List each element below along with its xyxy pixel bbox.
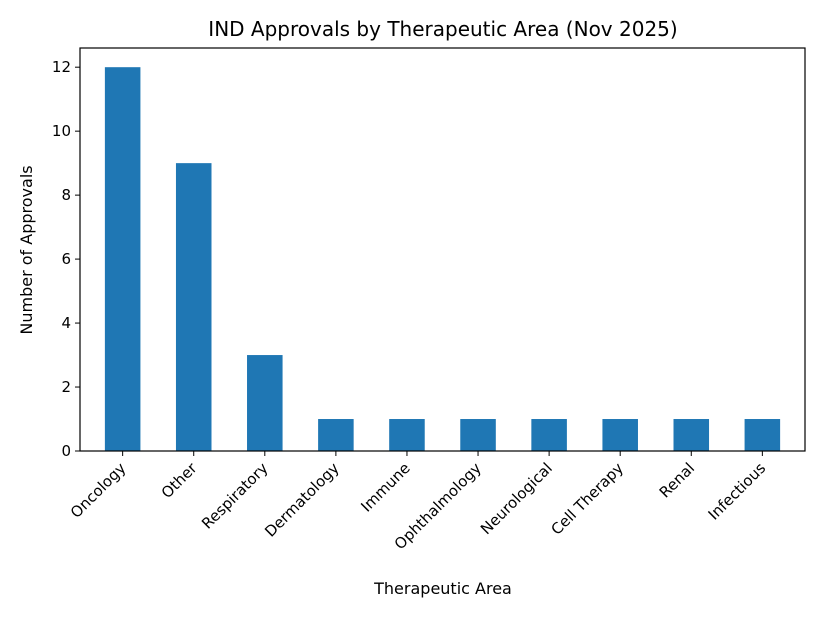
x-tick-label: Respiratory bbox=[198, 459, 272, 533]
bar-renal bbox=[673, 419, 710, 451]
bar-neurological bbox=[531, 419, 567, 451]
bar-dermatology bbox=[318, 419, 354, 451]
x-tick-label: Cell Therapy bbox=[547, 459, 627, 539]
y-tick-label: 12 bbox=[52, 58, 71, 76]
y-axis: 0 2 4 6 8 10 12 bbox=[52, 58, 80, 460]
bar-ophthalmology bbox=[460, 419, 496, 451]
x-tick-label: Dermatology bbox=[261, 459, 343, 541]
bar-oncology bbox=[104, 67, 141, 451]
y-tick-label: 8 bbox=[61, 186, 71, 204]
y-tick-label: 6 bbox=[61, 250, 71, 268]
bar-respiratory bbox=[247, 355, 283, 451]
bars-layer bbox=[104, 67, 781, 451]
x-tick-label: Neurological bbox=[477, 459, 556, 538]
bar-other bbox=[175, 163, 212, 451]
chart-title: IND Approvals by Therapeutic Area (Nov 2… bbox=[208, 17, 677, 41]
y-tick-label: 4 bbox=[61, 314, 71, 332]
y-tick-label: 0 bbox=[61, 442, 71, 460]
bar-infectious bbox=[744, 419, 781, 451]
x-tick-label: Immune bbox=[357, 459, 413, 515]
x-tick-label: Oncology bbox=[67, 459, 130, 522]
plot-frame bbox=[79, 47, 806, 452]
x-tick-label: Infectious bbox=[705, 459, 770, 524]
y-tick-label: 2 bbox=[61, 378, 71, 396]
x-tick-label: Renal bbox=[656, 459, 698, 501]
x-axis-label: Therapeutic Area bbox=[373, 579, 512, 598]
x-tick-label: Other bbox=[158, 459, 201, 502]
bar-cell-therapy bbox=[602, 419, 638, 451]
y-axis-label: Number of Approvals bbox=[17, 165, 36, 334]
bar-immune bbox=[389, 419, 425, 451]
y-tick-label: 10 bbox=[52, 122, 71, 140]
